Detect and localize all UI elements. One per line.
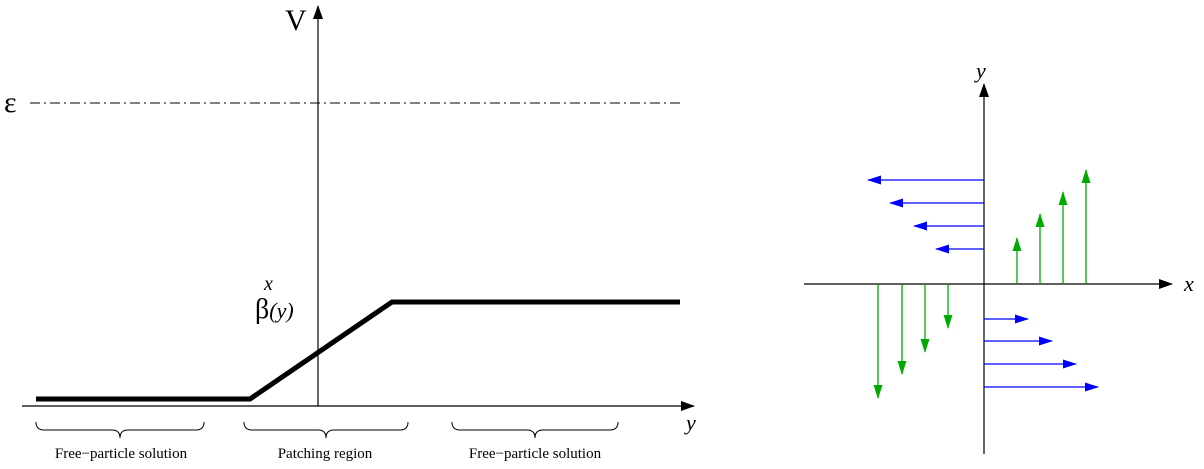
beta-symbol: β	[255, 294, 269, 325]
region-label-free-left: Free−particle solution	[55, 446, 188, 462]
v-axis-label: V	[285, 4, 307, 37]
right-y-axis-label: y	[974, 58, 986, 83]
brace-free-particle-left	[35, 421, 205, 439]
region-label-patching: Patching region	[278, 446, 373, 462]
left-y-axis-label: y	[684, 410, 696, 435]
region-label-free-right: Free−particle solution	[469, 446, 602, 462]
left-panel: V y ε β(y) x Free−particle solution Patc…	[4, 4, 696, 462]
brace-free-particle-right	[451, 421, 619, 439]
epsilon-label: ε	[4, 86, 17, 119]
brace-patching-region	[243, 421, 409, 439]
beta-superscript: x	[263, 273, 273, 295]
right-panel: x y	[804, 58, 1194, 454]
beta-label: β(y)	[255, 294, 294, 325]
beta-argument: (y)	[269, 298, 293, 323]
right-x-axis-label: x	[1183, 271, 1194, 296]
potential-curve	[36, 299, 680, 402]
